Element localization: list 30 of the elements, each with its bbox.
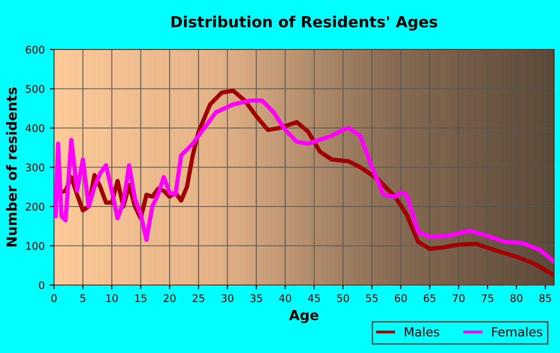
x-tick-label: 65 [424,294,436,302]
legend-label: Males [404,326,440,337]
x-tick-label: 5 [80,294,86,302]
y-tick-label: 300 [26,163,44,172]
x-tick-label: 20 [164,294,176,302]
x-tick-label: 40 [279,294,292,302]
x-tick-label: 0 [51,294,57,302]
x-axis-title: Age [289,310,318,324]
x-tick-label: 70 [452,294,465,302]
y-axis-title: Number of residents [6,87,17,246]
x-tick-label: 55 [366,294,378,302]
x-tick-label: 50 [337,294,349,302]
x-tick-label: 35 [250,294,262,302]
x-tick-label: 25 [192,294,204,302]
y-tick-label: 600 [26,46,44,54]
x-tick-label: 45 [308,294,320,302]
x-tick-label: 80 [510,294,522,302]
x-tick-label: 10 [106,294,118,302]
y-tick-label: 500 [26,84,44,93]
x-tick-label: 30 [222,294,234,302]
y-tick-label: 200 [26,202,44,211]
chart-title: Distribution of Residents' Ages [171,16,438,31]
x-tick-label: 75 [482,294,494,302]
y-tick-label: 0 [39,281,44,290]
y-tick-label: 400 [26,124,44,132]
legend-label: Females [492,326,542,337]
y-tick-label: 100 [26,242,44,250]
x-tick-label: 60 [394,294,407,302]
x-tick-label: 15 [135,294,146,302]
x-tick-label: 85 [539,294,552,302]
